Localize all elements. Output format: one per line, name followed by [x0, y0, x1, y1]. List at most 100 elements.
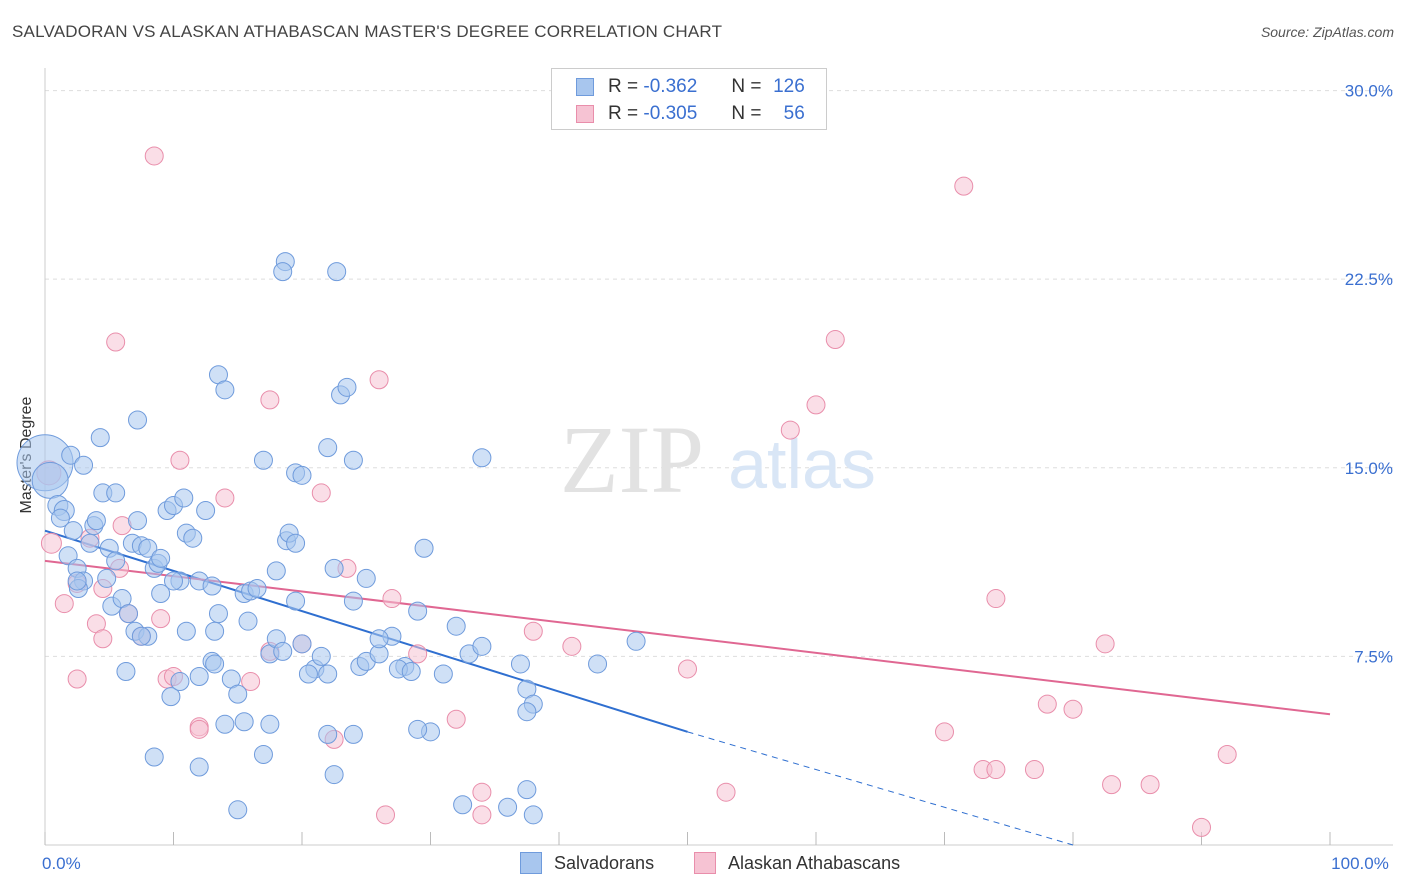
salvadoran-point — [174, 488, 194, 508]
y-tick-label: 7.5% — [1354, 647, 1393, 666]
legend-r-value: -0.305 — [643, 103, 698, 124]
salvadoran-point — [408, 601, 428, 621]
alaskan-athabascan-point — [106, 332, 126, 352]
legend-row-alaskan-athabascans: R = -0.305 N = 56 — [576, 102, 805, 126]
legend-n-value: 56 — [783, 103, 805, 124]
bottom-legend-alaskan-athabascans: Alaskan Athabascans — [694, 852, 900, 874]
alaskan-athabascan-point — [825, 330, 845, 350]
alaskan-athabascan-point — [954, 176, 974, 196]
salvadoran-point — [86, 511, 106, 531]
alaskan-athabascan-point — [151, 609, 171, 629]
alaskan-athabascan-point — [67, 669, 87, 689]
salvadoran-point — [202, 576, 222, 596]
x-tick-label: 0.0% — [42, 854, 81, 873]
legend-swatch-blue — [520, 852, 542, 874]
salvadoran-point — [311, 646, 331, 666]
salvadoran-point — [74, 455, 94, 475]
salvadoran-point — [151, 584, 171, 604]
salvadoran-point — [205, 621, 225, 641]
salvadoran-point — [318, 664, 338, 684]
legend-n-label: N = — [731, 76, 762, 97]
alaskan-athabascan-point — [189, 719, 209, 739]
alaskan-athabascan-point — [806, 395, 826, 415]
alaskan-athabascan-point — [260, 390, 280, 410]
salvadoran-point — [131, 626, 151, 646]
salvadoran-point — [517, 702, 537, 722]
alaskan-athabascan-point — [1140, 775, 1160, 795]
salvadoran-point — [67, 571, 87, 591]
salvadoran-point — [298, 664, 318, 684]
y-tick-label: 22.5% — [1345, 270, 1393, 289]
salvadoran-point — [97, 568, 117, 588]
salvadoran-point — [215, 714, 235, 734]
alaskan-athabascan-point — [311, 483, 331, 503]
salvadoran-point — [196, 501, 216, 521]
legend-label-salvadorans: Salvadorans — [554, 852, 655, 873]
alaskan-athabascan-point — [935, 722, 954, 742]
alaskan-athabascan-point — [408, 644, 428, 664]
alaskan-athabascan-point — [1217, 744, 1237, 764]
salvadoran-point — [273, 262, 293, 282]
alaskan-athabascan-point — [144, 146, 164, 166]
x-tick-label: 100.0% — [1331, 854, 1389, 873]
salvadoran-point — [106, 551, 126, 571]
salvadoran-point — [161, 687, 181, 707]
legend-swatch-blue — [576, 78, 594, 96]
salvadoran-point — [144, 747, 164, 767]
legend-r-value: -0.362 — [643, 76, 698, 97]
alaskan-athabascan-point — [215, 488, 235, 508]
alaskan-athabascan-point — [716, 782, 736, 802]
alaskan-athabascan-point — [780, 420, 800, 440]
salvadoran-point — [170, 672, 190, 692]
salvadoran-point — [433, 664, 453, 684]
salvadoran-point — [253, 744, 273, 764]
stats-legend: R = -0.362 N = 126 R = -0.305 N = 56 — [551, 68, 827, 130]
salvadoran-point — [588, 654, 608, 674]
salvadoran-point — [176, 621, 196, 641]
salvadoran-point — [189, 757, 209, 777]
salvadoran-point — [183, 528, 203, 548]
alaskan-athabascan-point — [472, 782, 492, 802]
salvadoran-point — [80, 533, 100, 553]
alaskan-athabascan-point — [93, 629, 113, 649]
alaskan-athabascan-point — [523, 621, 543, 641]
salvadoran-point — [260, 714, 280, 734]
y-tick-label: 30.0% — [1345, 82, 1393, 101]
alaskan-athabascan-point — [1063, 699, 1083, 719]
salvadoran-point — [205, 654, 225, 674]
tick-labels: 7.5% 15.0% 22.5% 30.0% 0.0% 100.0% — [42, 82, 1393, 873]
alaskan-athabascan-point — [369, 370, 389, 390]
salvadoran-point — [408, 719, 428, 739]
salvadoran-point — [215, 380, 235, 400]
salvadoran-point — [228, 800, 248, 820]
salvadoran-point — [453, 795, 473, 815]
salvadoran-point — [327, 262, 347, 282]
salvadoran-point — [324, 558, 344, 578]
salvadoran-point — [369, 629, 389, 649]
salvadoran-point — [292, 465, 312, 485]
alaskan-athabascan-point — [170, 450, 190, 470]
alaskan-athabascan-point — [1192, 817, 1211, 837]
alaskan-athabascan-point — [54, 594, 74, 614]
salvadoran-point — [253, 450, 273, 470]
salvadoran-point — [138, 538, 158, 558]
legend-label-alaskan-athabascans: Alaskan Athabascans — [728, 852, 901, 873]
salvadoran-point — [90, 428, 110, 448]
salvadoran-point — [510, 654, 530, 674]
salvadoran-point — [626, 631, 646, 651]
alaskan-athabascan-point — [382, 589, 402, 609]
watermark-zip: ZIP — [560, 406, 704, 513]
salvadoran-point — [164, 571, 183, 591]
chart-title: SALVADORAN VS ALASKAN ATHABASCAN MASTER'… — [12, 22, 723, 41]
salvadoran-point — [61, 445, 81, 465]
alaskan-athabascan-point — [986, 589, 1006, 609]
legend-r-label: R = — [608, 76, 639, 97]
salvadoran-point — [523, 805, 543, 825]
alaskan-athabascan-point — [986, 760, 1006, 780]
alaskan-athabascan-point — [1095, 634, 1115, 654]
salvadoran-point — [266, 561, 286, 581]
salvadoran-point — [446, 616, 466, 636]
salvadoran-point — [286, 533, 306, 553]
salvadoran-point — [343, 591, 363, 611]
salvadoran-point — [189, 667, 209, 687]
